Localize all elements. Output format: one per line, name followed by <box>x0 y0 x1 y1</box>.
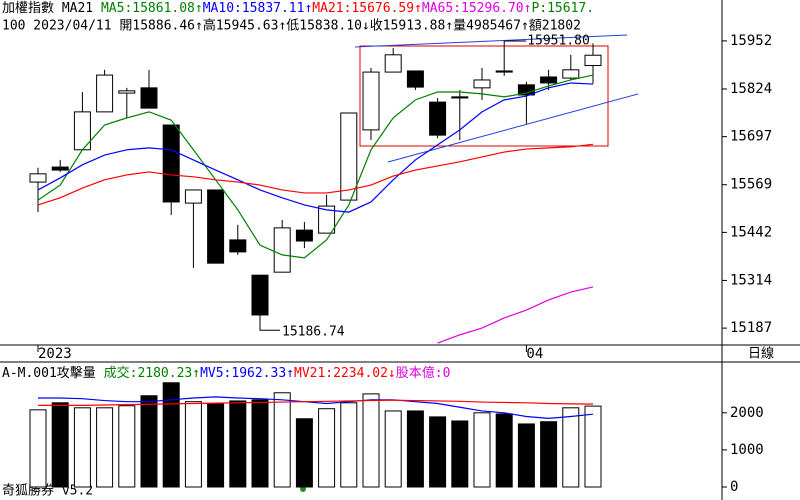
volume-bar <box>184 401 202 488</box>
ma-line <box>37 82 594 213</box>
header-part: MA65:15296.70↑ <box>422 1 532 16</box>
candle-body <box>384 54 402 73</box>
volume-bar <box>207 403 225 488</box>
candle-body <box>362 71 380 131</box>
volume-bar <box>473 412 491 488</box>
ma-line <box>38 399 594 406</box>
x-tick-label: 2023 <box>38 346 72 362</box>
header-part: MA10:15837.11↑ <box>203 1 313 16</box>
volume-bar <box>517 423 535 488</box>
annotation: 15951.80 <box>527 33 590 48</box>
candle-body <box>473 79 491 89</box>
candle-body <box>318 205 336 234</box>
header-part: 股本億:0 <box>396 365 451 381</box>
volume-bar <box>73 407 91 488</box>
y-tick-label: 15824 <box>730 81 772 97</box>
header-part: A-M.001攻擊量 <box>2 365 104 381</box>
candle-body <box>96 74 114 113</box>
volume-bar <box>229 400 247 488</box>
header-part: 加權指數 MA21 <box>2 1 101 16</box>
volume-bar <box>96 407 114 488</box>
period-label: 日線 <box>748 346 774 362</box>
volume-bar <box>340 402 358 488</box>
candle-body <box>406 70 424 88</box>
volume-bar <box>51 402 69 488</box>
candle-body <box>29 173 47 183</box>
candle-body <box>495 70 513 73</box>
header-part: MA21:15676.59↑ <box>312 1 422 16</box>
volume-bar <box>118 405 136 488</box>
y-tick-label: 15697 <box>730 129 772 145</box>
candle-body <box>562 69 580 79</box>
volume-bar <box>318 408 336 488</box>
trend-line <box>354 34 628 48</box>
candle-body <box>251 274 269 316</box>
x-tick-label: 04 <box>526 346 543 362</box>
volume-bar <box>295 418 313 488</box>
header-line: 加權指數 MA21 MA5:15861.08↑MA10:15837.11↑MA2… <box>2 1 594 16</box>
y-tick-label: 15952 <box>730 33 772 49</box>
candle-body <box>273 227 291 273</box>
candle-body <box>295 229 313 242</box>
candle-body <box>162 124 180 203</box>
candle-body <box>51 166 69 171</box>
ma-line <box>38 396 594 419</box>
header-part: 成交:2180.23↑ <box>104 365 200 381</box>
volume-bar <box>451 420 469 488</box>
annotation-leader <box>259 316 280 331</box>
candle-body <box>540 76 558 84</box>
volume-bar <box>540 421 558 488</box>
candle-body <box>229 239 247 253</box>
header-line: 100 2023/04/11 開15886.46↑高15945.63↑低1583… <box>2 18 581 34</box>
candle-body <box>207 189 225 264</box>
volume-bar <box>495 413 513 488</box>
y-tick-label: 15187 <box>730 320 772 336</box>
candle-body <box>140 87 158 109</box>
y-tick-label: 15569 <box>730 177 772 193</box>
volume-bar <box>251 399 269 488</box>
header-part: MV5:1962.33↑ <box>200 366 294 381</box>
y-tick-label: 15442 <box>730 224 772 240</box>
candle-body <box>584 54 602 67</box>
footer: 奇狐勝券 v5.2 <box>2 483 93 499</box>
header-part: MA5:15861.08↑ <box>101 1 203 16</box>
volume-bar <box>273 392 291 488</box>
header-part: P:15617. <box>531 1 594 16</box>
highlight-box <box>359 45 609 147</box>
candle-body <box>118 90 136 94</box>
volume-header: A-M.001攻擊量 成交:2180.23↑MV5:1962.33↑MV21:2… <box>2 365 450 381</box>
y-tick-label: 15314 <box>730 272 772 288</box>
annotation: 15186.74 <box>282 325 345 340</box>
header-part: MV21:2234.02↓ <box>294 366 396 381</box>
candle-body <box>340 112 358 201</box>
y-tick-label: 2000 <box>730 405 764 421</box>
volume-bar <box>429 416 447 488</box>
volume-bar <box>562 407 580 488</box>
volume-bar <box>384 410 402 488</box>
ma-line <box>37 143 594 206</box>
volume-bar <box>140 395 158 488</box>
ma-line <box>437 286 594 344</box>
volume-bar <box>362 393 380 488</box>
volume-bar <box>584 405 602 488</box>
candle-body <box>451 96 469 99</box>
y-tick-label: 0 <box>730 479 738 495</box>
volume-bar <box>406 410 424 488</box>
y-tick-label: 1000 <box>730 442 764 458</box>
candle-body <box>184 189 202 204</box>
volume-bar <box>29 409 47 488</box>
volume-bar <box>162 382 180 488</box>
candle-body <box>429 101 447 136</box>
ma-line <box>37 74 594 259</box>
